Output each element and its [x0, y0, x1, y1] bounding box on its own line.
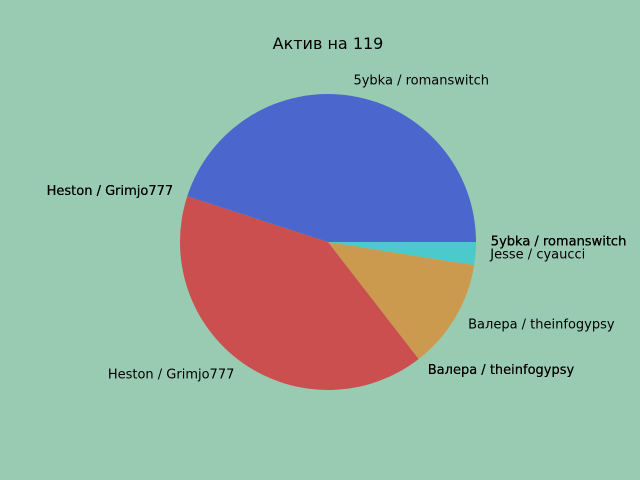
- slice-label: Heston / Grimjo777: [47, 184, 174, 199]
- slice-label: Jesse / cyaucci: [489, 247, 585, 262]
- slice-label: Heston / Grimjo777: [47, 184, 174, 199]
- slice-label: Heston / Grimjo777: [47, 184, 174, 199]
- slice-label: Валера / theinfogypsy: [428, 363, 575, 378]
- slice-label: 5ybka / romanswitch: [491, 235, 627, 250]
- slice-label: Валера / theinfogypsy: [468, 317, 615, 332]
- slice-label: 5ybka / romanswitch: [353, 74, 489, 89]
- slice-label: 5ybka / romanswitch: [491, 235, 627, 250]
- slice-label: 5ybka / romanswitch: [491, 235, 627, 250]
- slice-label: 5ybka / romanswitch: [491, 235, 627, 250]
- pie-slice: [328, 242, 475, 359]
- pie-slice: [328, 242, 476, 266]
- slice-label: Heston / Grimjo777: [108, 368, 235, 383]
- pie-slice: [179, 196, 419, 390]
- pie-slices: [179, 93, 477, 390]
- slice-label: Валера / theinfogypsy: [428, 363, 575, 378]
- chart-title: Актив на 119: [273, 34, 384, 53]
- slice-label: Валера / theinfogypsy: [428, 363, 575, 378]
- pie-slice: [187, 93, 477, 242]
